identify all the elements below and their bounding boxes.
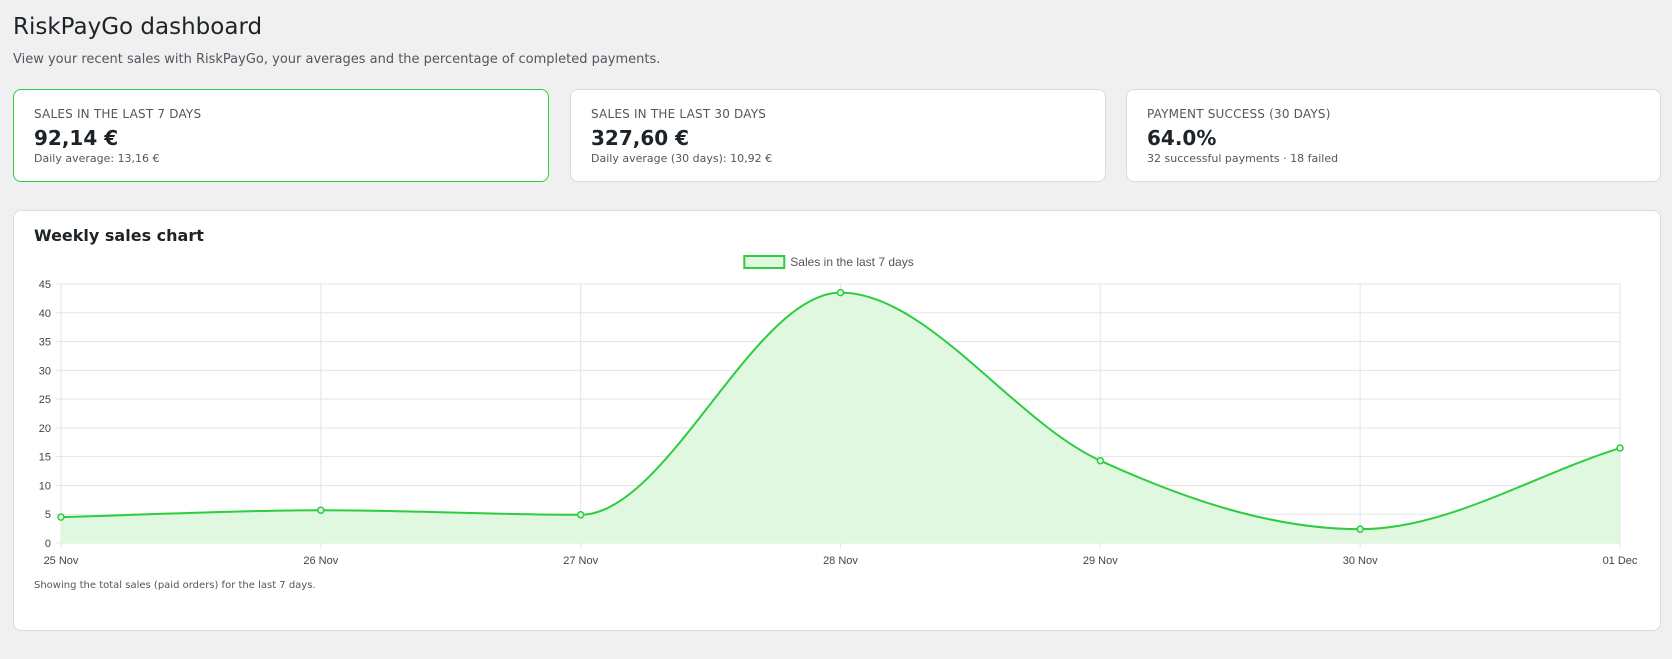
card-subtext: 32 successful payments · 18 failed <box>1147 152 1339 165</box>
x-tick-label: 27 Nov <box>563 555 598 567</box>
data-point <box>576 511 585 519</box>
x-tick-label: 28 Nov <box>823 555 858 567</box>
y-tick-label: 20 <box>39 423 51 435</box>
data-point <box>836 288 845 297</box>
y-tick-label: 0 <box>45 538 51 550</box>
card-subtext: Daily average: 13,16 € <box>34 152 160 165</box>
card-value: 92,14 € <box>34 126 119 150</box>
card-payment-success: PAYMENT SUCCESS (30 DAYS) 64.0% 32 succe… <box>1126 89 1661 182</box>
card-sales-30-days: SALES IN THE LAST 30 DAYS 327,60 € Daily… <box>570 89 1106 182</box>
legend-swatch <box>743 255 786 269</box>
card-subtext: Daily average (30 days): 10,92 € <box>591 152 773 165</box>
y-tick-label: 25 <box>39 394 51 406</box>
y-tick-label: 45 <box>39 279 51 291</box>
weekly-sales-chart-panel: Weekly sales chart 0 5 10 15 20 25 30 35 40 45 25 … <box>13 210 1661 631</box>
chart-footnote: Showing the total sales (paid orders) fo… <box>34 580 316 591</box>
card-value: 327,60 € <box>591 126 690 150</box>
card-sales-7-days: SALES IN THE LAST 7 DAYS 92,14 € Daily a… <box>13 89 549 182</box>
series-area <box>61 292 1620 543</box>
page-subtitle: View your recent sales with RiskPayGo, y… <box>13 52 661 67</box>
data-point <box>317 506 325 514</box>
x-tick-label: 30 Nov <box>1343 555 1378 567</box>
card-label: PAYMENT SUCCESS (30 DAYS) <box>1147 107 1331 121</box>
x-tick-label: 26 Nov <box>303 555 338 567</box>
card-label: SALES IN THE LAST 30 DAYS <box>591 107 767 121</box>
y-tick-label: 10 <box>39 480 51 492</box>
x-tick-label: 29 Nov <box>1083 555 1118 567</box>
data-point <box>1096 456 1105 465</box>
x-tick-label: 01 Dec <box>1603 555 1638 567</box>
y-tick-label: 40 <box>39 308 51 320</box>
y-tick-label: 35 <box>39 337 51 349</box>
y-tick-label: 15 <box>39 452 51 464</box>
weekly-sales-chart: 0 5 10 15 20 25 30 35 40 45 25 Nov 26 Nov 27 Nov 28 N… <box>39 255 1638 567</box>
data-point <box>1616 444 1624 452</box>
x-tick-label: 25 Nov <box>44 555 79 567</box>
card-label: SALES IN THE LAST 7 DAYS <box>34 107 202 121</box>
page-title: RiskPayGo dashboard <box>13 14 263 40</box>
card-value: 64.0% <box>1147 126 1217 150</box>
y-tick-label: 5 <box>45 509 51 521</box>
data-point <box>1356 525 1364 533</box>
chart-title: Weekly sales chart <box>34 226 204 245</box>
legend-label: Sales in the last 7 days <box>790 255 913 269</box>
data-point <box>57 513 65 521</box>
y-tick-label: 30 <box>39 365 51 377</box>
